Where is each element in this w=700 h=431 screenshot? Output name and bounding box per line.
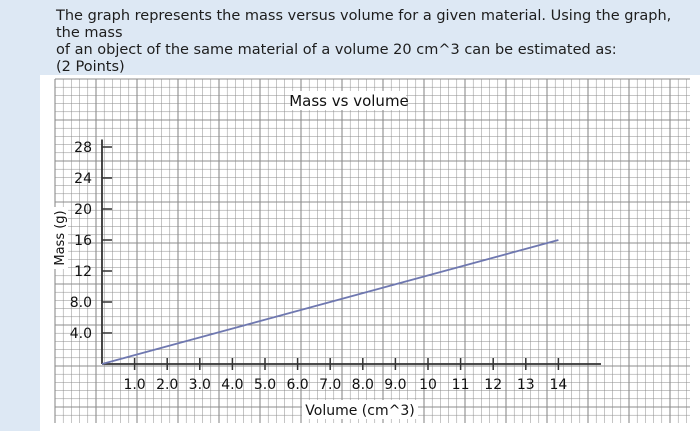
- x-tick-label: 1.0: [123, 377, 145, 393]
- x-tick-label: 6.0: [286, 377, 308, 393]
- y-tick-label: 20: [74, 202, 92, 218]
- x-tick-label: 2.0: [156, 377, 178, 393]
- chart-title: Mass vs volume: [289, 92, 409, 110]
- x-axis-label: Volume (cm^3): [305, 403, 414, 419]
- title-bg: [292, 91, 406, 110]
- xlabel-bg: [302, 400, 418, 419]
- x-tick-label: 5.0: [254, 377, 276, 393]
- x-tick-label: 9.0: [384, 377, 406, 393]
- x-tick-label: 11: [452, 377, 470, 393]
- points-label: (2 Points): [56, 59, 125, 75]
- y-tick-label: 24: [74, 171, 92, 187]
- ylabel-bg: [50, 207, 68, 269]
- y-tick-label: 16: [74, 233, 92, 249]
- x-tick-label: 8.0: [352, 377, 374, 393]
- question-line-2: of an object of the same material of a v…: [56, 42, 617, 58]
- y-tick-label: 8.0: [70, 295, 92, 311]
- y-tick-label: 4.0: [70, 326, 92, 342]
- x-tick-label: 4.0: [221, 377, 243, 393]
- y-tick-label: 12: [74, 264, 92, 280]
- x-tick-label: 14: [549, 377, 567, 393]
- question-line-1: The graph represents the mass versus vol…: [56, 8, 672, 41]
- x-tick-label: 7.0: [319, 377, 341, 393]
- question-text: The graph represents the mass versus vol…: [56, 8, 686, 76]
- chart-panel: 1.0 2.0 3.0 4.0 5.0 6.0 7.0 8.0 9.0 10 11 12 13 14 4.0…: [40, 75, 700, 431]
- y-axis-label: Mass (g): [53, 210, 68, 265]
- mass-volume-chart: 1.0 2.0 3.0 4.0 5.0 6.0 7.0 8.0 9.0 10 11 12 13 14 4.0…: [50, 78, 690, 423]
- x-tick-label: 10: [419, 377, 437, 393]
- x-tick-label: 12: [484, 377, 502, 393]
- series-line: [101, 239, 559, 365]
- y-tick-label: 28: [74, 140, 92, 156]
- x-tick-label: 3.0: [189, 377, 211, 393]
- x-tick-label: 13: [517, 377, 535, 393]
